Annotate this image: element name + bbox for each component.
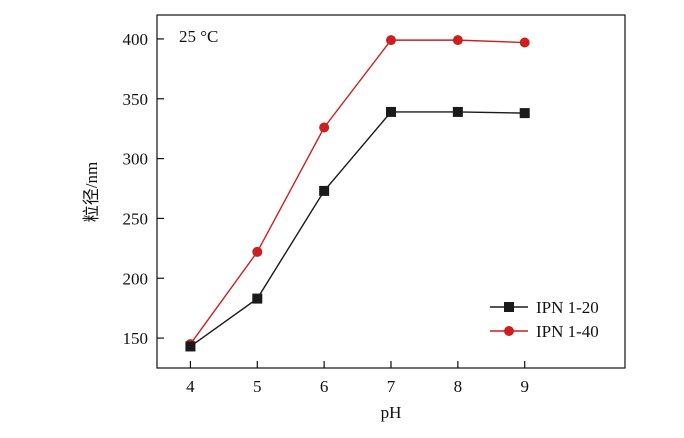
x-tick-label: 6 [320, 377, 329, 396]
data-point [386, 106, 396, 117]
y-tick-label: 300 [123, 150, 149, 169]
y-tick-label: 200 [123, 269, 149, 288]
legend-label: IPN 1-40 [536, 322, 599, 341]
data-point [452, 106, 463, 117]
x-tick-label: 9 [520, 377, 529, 396]
legend-marker [504, 302, 514, 312]
series-line-2 [189, 39, 525, 345]
y-tick-label: 250 [123, 209, 149, 228]
data-point [319, 122, 330, 133]
x-tick-label: 5 [253, 377, 262, 396]
data-point [319, 185, 330, 196]
data-point [185, 341, 196, 352]
legend: IPN 1-20 IPN 1-40 [490, 298, 599, 341]
y-axis-label: 粒径/nm [82, 162, 101, 222]
x-axis: 4 5 6 7 8 9 [186, 361, 529, 396]
y-tick-label: 150 [123, 329, 149, 348]
chart-annotation: 25 °C [179, 27, 218, 46]
y-tick-label: 350 [123, 90, 149, 109]
data-point [252, 246, 263, 257]
legend-marker [504, 326, 514, 336]
x-axis-label: pH [381, 403, 402, 422]
y-axis: 150 200 250 300 350 400 [123, 30, 164, 348]
y-tick-label: 400 [123, 30, 149, 49]
x-tick-label: 4 [186, 377, 195, 396]
data-point [519, 108, 530, 119]
legend-label: IPN 1-20 [536, 298, 599, 317]
x-tick-label: 8 [454, 377, 463, 396]
series-layer [185, 35, 530, 352]
data-point [519, 37, 530, 48]
data-point [386, 35, 396, 46]
x-tick-label: 7 [387, 377, 396, 396]
series-line-1 [190, 111, 525, 348]
data-point [252, 293, 263, 304]
data-point [452, 35, 463, 46]
